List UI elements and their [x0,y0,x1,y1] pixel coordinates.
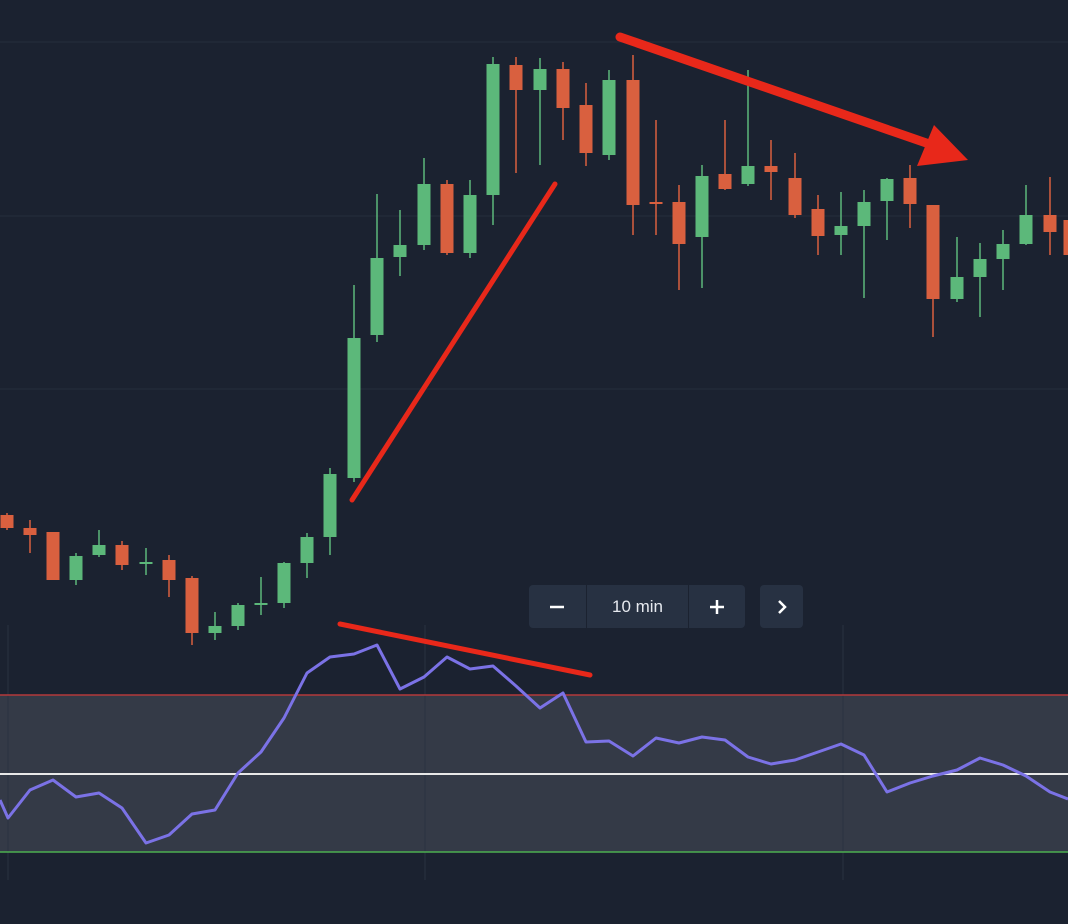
timeframe-control: 10 min [529,585,745,628]
annotations [337,32,968,678]
candle-body [115,545,129,565]
candle-body [208,626,222,633]
minus-icon [550,605,565,608]
candle-body [393,245,407,257]
candle-body [880,179,894,201]
candle-body [23,528,37,535]
candle-body [1019,215,1033,244]
arrow-head [917,125,968,166]
candle-body [185,578,199,633]
candle-body [950,277,964,299]
candle-body [300,537,314,563]
candle-body [672,202,686,244]
candle-body [626,80,640,205]
candle-body [973,259,987,277]
plus-icon [710,599,725,614]
candle-body [834,226,848,235]
candle-body [764,166,778,172]
next-button[interactable] [760,585,803,628]
indicator-line [0,643,1068,845]
arrow-annotation [615,32,940,151]
candle-body [509,65,523,90]
candle-body [718,174,732,189]
candle-body [579,105,593,153]
candle-body [486,64,500,195]
candle-body [903,178,917,204]
candle-body [417,184,431,245]
candle-body [857,202,871,226]
candle-body [231,605,245,626]
candle-body [811,209,825,236]
candle-body [533,69,547,90]
trend-annotation [337,621,593,678]
candle-body [0,515,14,528]
candle-body [370,258,384,335]
candle-body [1043,215,1057,232]
chevron-icon [777,599,787,614]
trend-annotation [349,181,558,503]
candle-body [162,560,176,580]
zoom-in-button[interactable] [689,585,745,628]
candle-body [46,532,60,580]
candle-body [556,69,570,108]
candle-body [347,338,361,478]
candle-body [254,603,268,605]
zoom-out-button[interactable] [529,585,586,628]
candle-body [139,562,153,564]
candle-body [996,244,1010,259]
candle-body [440,184,454,253]
candle-body [323,474,337,537]
candle-body [69,556,83,580]
candle-body [277,563,291,603]
candle-body [1063,220,1068,255]
candle-body [649,202,663,204]
candle-body [926,205,940,299]
candle-body [602,80,616,155]
candle-body [463,195,477,253]
candle-body [695,176,709,237]
candle-body [788,178,802,215]
candles [0,55,1068,645]
candle-body [741,166,755,184]
candle-body [92,545,106,555]
timeframe-label[interactable]: 10 min [585,585,690,628]
